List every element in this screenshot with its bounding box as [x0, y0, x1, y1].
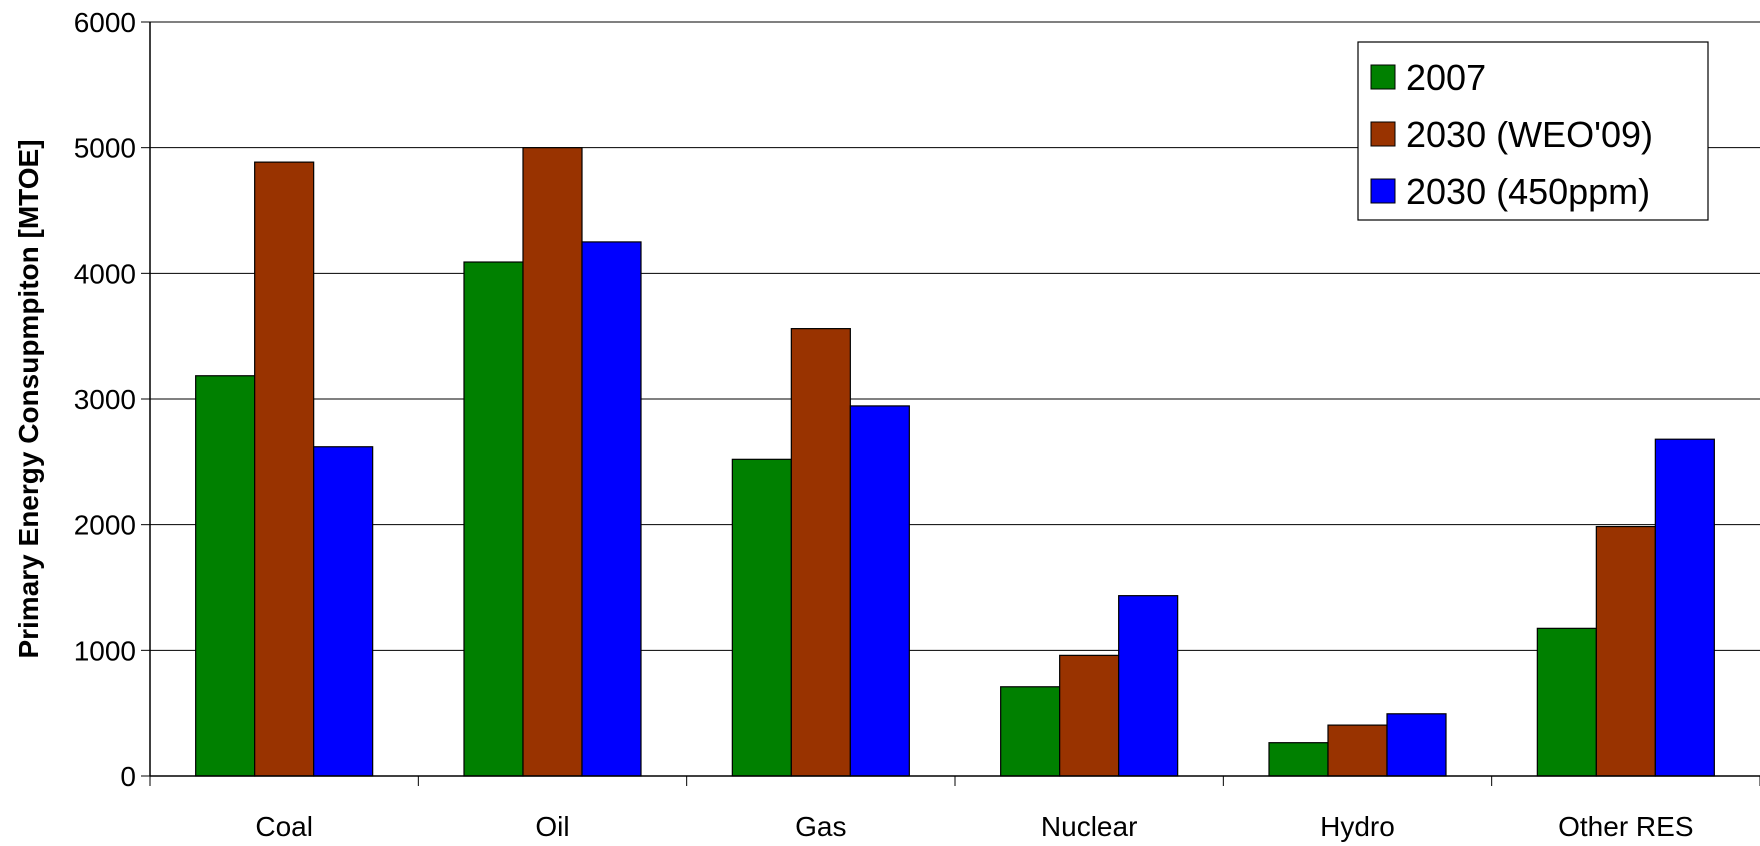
y-tick-label: 3000 — [74, 384, 136, 415]
bar-oil-series-1 — [522, 147, 583, 777]
bar-other-res-series-0 — [1536, 627, 1597, 777]
bar-coal-series-0 — [195, 375, 256, 777]
legend-swatch — [1370, 178, 1396, 204]
y-tick-label: 0 — [120, 761, 136, 792]
legend-label: 2030 (450ppm) — [1406, 171, 1650, 212]
bar-coal-series-1 — [254, 161, 315, 777]
x-tick-label: Nuclear — [1041, 811, 1137, 842]
bar-hydro-series-2 — [1386, 713, 1447, 777]
bar-other-res-series-1 — [1595, 525, 1656, 777]
bars — [195, 147, 1715, 777]
bar-hydro-series-0 — [1268, 742, 1329, 777]
bar-gas-series-2 — [849, 405, 910, 777]
x-tick-label: Coal — [255, 811, 313, 842]
x-tick-label: Oil — [535, 811, 569, 842]
legend-box — [1357, 41, 1709, 221]
bar-gas-series-1 — [790, 328, 851, 777]
legend-swatch — [1370, 64, 1396, 90]
y-tick-label: 5000 — [74, 133, 136, 164]
y-tick-label: 1000 — [74, 635, 136, 666]
bar-nuclear-series-0 — [1000, 686, 1061, 777]
bar-nuclear-series-1 — [1059, 654, 1120, 777]
x-tick-label: Other RES — [1558, 811, 1693, 842]
y-tick-label: 2000 — [74, 510, 136, 541]
x-tick-label: Gas — [795, 811, 846, 842]
legend-label: 2030 (WEO'09) — [1406, 114, 1653, 155]
bar-hydro-series-1 — [1327, 724, 1388, 777]
bar-gas-series-0 — [731, 458, 792, 777]
x-tick-label: Hydro — [1320, 811, 1395, 842]
bar-nuclear-series-2 — [1118, 595, 1179, 777]
bar-coal-series-2 — [313, 446, 374, 777]
bar-oil-series-2 — [581, 241, 642, 777]
y-axis-title: Primary Energy Consupmpiton [MTOE] — [13, 139, 44, 658]
legend-label: 2007 — [1406, 57, 1486, 98]
x-axis-ticks: Coal Oil Gas Nuclear Hydro Other RES — [149, 776, 1760, 842]
bar-oil-series-0 — [463, 261, 524, 777]
y-tick-label: 4000 — [74, 258, 136, 289]
y-tick-label: 6000 — [74, 7, 136, 38]
y-axis-ticks: 0 1000 2000 3000 4000 5000 6000 — [74, 7, 150, 792]
bar-other-res-series-2 — [1654, 438, 1715, 777]
gridlines — [150, 21, 1760, 651]
legend: 2007 2030 (WEO'09) 2030 (450ppm) — [1357, 41, 1709, 221]
legend-swatch — [1370, 121, 1396, 147]
